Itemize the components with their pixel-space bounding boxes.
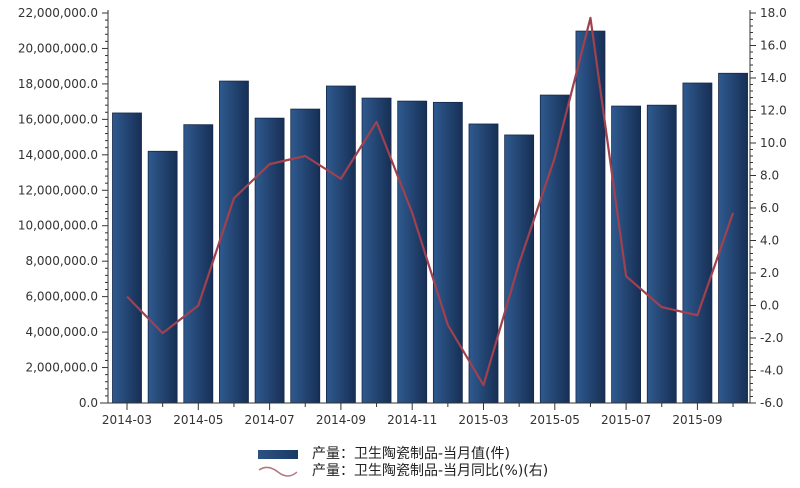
right-tick-label: 14.0: [760, 71, 787, 85]
right-tick-label: 6.0: [760, 201, 779, 215]
legend-bar-swatch: [258, 450, 298, 459]
x-tick-label: 2015-05: [530, 413, 580, 427]
legend-label-line: 产量：卫生陶瓷制品-当月同比(%)(右): [312, 463, 549, 479]
right-tick-label: 10.0: [760, 136, 787, 150]
yoy-line: [126, 16, 735, 387]
x-tick-label: 2014-05: [173, 413, 223, 427]
bar-2015-07: [611, 105, 641, 404]
left-tick-label: 0.0: [79, 396, 98, 410]
bar-2014-10: [361, 97, 392, 404]
bar-2014-08: [290, 108, 321, 404]
left-tick-label: 8,000,000.0: [25, 254, 98, 268]
x-tick-label: 2014-09: [316, 413, 366, 427]
bar-2014-04: [147, 150, 178, 404]
bar-2014-12: [432, 101, 463, 404]
right-tick-label: 12.0: [760, 104, 787, 118]
left-tick-label: 22,000,000.0: [18, 6, 98, 20]
bar-2015-09: [682, 82, 713, 404]
chart: 0.0 2,000,000.0 4,000,000.0 6,000,000.0 8,00…: [18, 6, 787, 427]
legend-line-swatch: [258, 466, 298, 477]
right-tick-label: 0.0: [760, 299, 779, 313]
legend-item-line: 产量：卫生陶瓷制品-当月同比(%)(右): [258, 463, 548, 480]
x-tick-label: 2014-07: [245, 413, 295, 427]
right-tick-label: 4.0: [760, 234, 779, 248]
bar-2015-05: [539, 94, 570, 404]
legend-label-bar: 产量：卫生陶瓷制品-当月值(件): [312, 446, 510, 462]
x-tick-label: 2014-11: [387, 413, 437, 427]
bar-2014-06: [219, 80, 249, 404]
bar-2014-05: [183, 124, 214, 404]
bar-2015-04: [504, 134, 535, 404]
right-tick-label: 16.0: [760, 39, 787, 53]
right-tick-label: 18.0: [760, 6, 787, 20]
left-tick-label: 14,000,000.0: [18, 148, 98, 162]
right-tick-label: -6.0: [760, 396, 783, 410]
left-tick-label: 12,000,000.0: [18, 183, 98, 197]
left-tick-label: 10,000,000.0: [18, 219, 98, 233]
bar-2014-09: [325, 85, 356, 404]
x-tick-label: 2015-09: [672, 413, 722, 427]
right-tick-label: -4.0: [760, 364, 783, 378]
right-tick-label: 8.0: [760, 169, 779, 183]
bar-2014-03: [112, 112, 142, 404]
x-tick-label: 2014-03: [102, 413, 152, 427]
legend: 产量：卫生陶瓷制品-当月值(件) 产量：卫生陶瓷制品-当月同比(%)(右): [258, 446, 548, 480]
x-tick-label: 2015-07: [601, 413, 651, 427]
left-tick-label: 4,000,000.0: [25, 325, 98, 339]
left-tick-label: 6,000,000.0: [25, 290, 98, 304]
bar-2015-08: [646, 104, 677, 404]
left-tick-label: 18,000,000.0: [18, 77, 98, 91]
right-tick-label: 2.0: [760, 266, 779, 280]
bar-2015-10: [718, 72, 748, 404]
bar-2015-03: [468, 123, 499, 404]
legend-item-bar: 产量：卫生陶瓷制品-当月值(件): [258, 446, 548, 463]
right-tick-label: -2.0: [760, 331, 783, 345]
left-tick-label: 16,000,000.0: [18, 112, 98, 126]
left-tick-label: 20,000,000.0: [18, 41, 98, 55]
left-tick-label: 2,000,000.0: [25, 361, 98, 375]
bar-2014-11: [397, 100, 428, 404]
x-tick-label: 2015-03: [458, 413, 508, 427]
